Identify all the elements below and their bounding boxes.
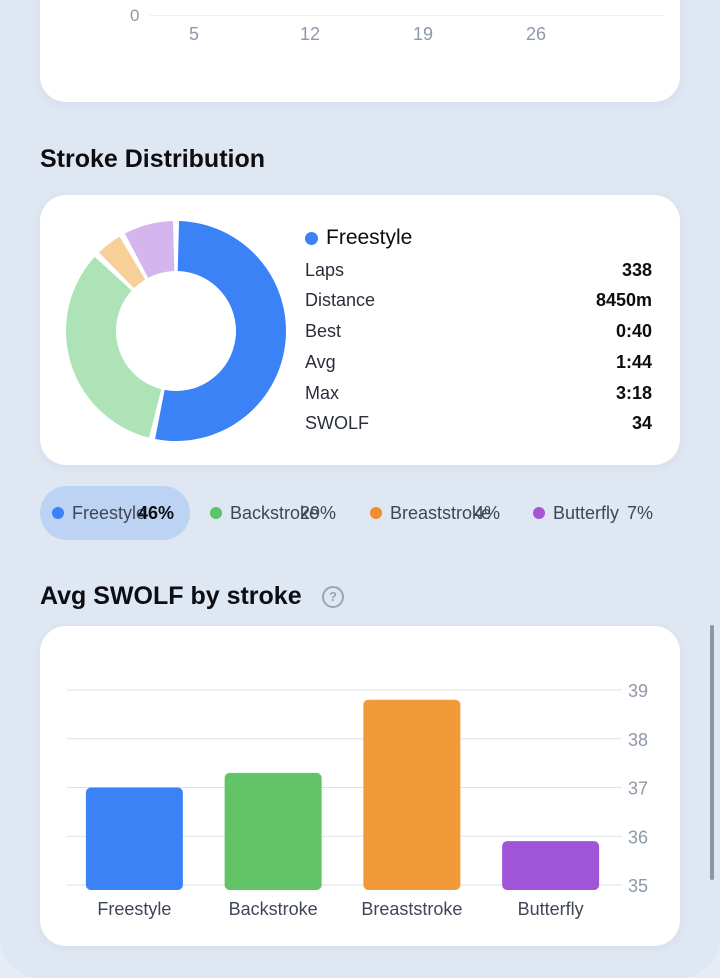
legend-name: Breaststroke — [390, 503, 492, 523]
stat-label: Laps — [305, 260, 345, 280]
x-category-label: Freestyle — [97, 899, 171, 919]
stat-label: Distance — [305, 290, 376, 310]
donut-slice-backstroke[interactable] — [66, 256, 162, 438]
x-tick-label: 5 — [188, 24, 200, 44]
x-tick-label: 12 — [299, 24, 321, 44]
stat-label: Max — [305, 383, 340, 403]
scrollbar[interactable] — [710, 625, 714, 880]
legend-chip-breaststroke[interactable]: Breaststroke 4% — [370, 486, 510, 540]
x-tick-label: 19 — [412, 24, 434, 44]
bar-breaststroke[interactable] — [363, 699, 461, 890]
y-tick-label: 38 — [628, 730, 648, 750]
y-tick-label: 35 — [628, 876, 648, 896]
stat-row-avg: Avg 1:44 — [305, 352, 652, 373]
legend-chip-butterfly[interactable]: Butterfly 7% — [533, 486, 673, 540]
legend-chip-freestyle[interactable]: Freestyle 46% — [40, 486, 190, 540]
question-mark-icon[interactable]: ? — [322, 586, 344, 608]
y-tick-label: 37 — [628, 779, 648, 799]
stroke-donut-chart[interactable] — [62, 217, 290, 445]
legend-dot — [370, 507, 382, 519]
y-axis-zero-label: 0 — [130, 6, 140, 25]
donut-slice-butterfly[interactable] — [124, 221, 175, 278]
legend-chip-backstroke[interactable]: Backstroke 29% — [210, 486, 350, 540]
legend-dot — [52, 507, 64, 519]
stroke-distribution-title: Stroke Distribution — [40, 145, 266, 173]
legend-name: Freestyle — [72, 503, 147, 523]
stat-row-laps: Laps 338 — [305, 260, 652, 281]
avg-swolf-card — [40, 626, 680, 946]
x-category-label: Backstroke — [229, 899, 318, 919]
legend-name: Backstroke — [230, 503, 320, 523]
y-tick-label: 36 — [628, 827, 648, 847]
bar-backstroke[interactable] — [224, 772, 322, 890]
legend-percent: 29% — [300, 502, 337, 523]
legend-dot — [533, 507, 545, 519]
stat-label: SWOLF — [305, 413, 370, 433]
selected-stroke-name: Freestyle — [326, 226, 413, 249]
stat-value: 34 — [631, 413, 652, 433]
donut-slice-breaststroke[interactable] — [98, 236, 146, 289]
donut-slice-freestyle[interactable] — [155, 221, 287, 441]
chart-baseline — [150, 15, 664, 16]
stat-label: Avg — [305, 352, 336, 372]
stat-row-max: Max 3:18 — [305, 383, 652, 404]
legend-percent: 4% — [474, 502, 501, 523]
selected-stroke-dot — [305, 231, 318, 245]
legend-percent: 7% — [627, 502, 654, 523]
stat-value: 3:18 — [615, 383, 652, 403]
legend-name: Butterfly — [553, 503, 620, 523]
legend-percent: 46% — [138, 502, 175, 523]
y-tick-label: 39 — [628, 681, 648, 701]
daily-chart-card: 0 5 12 19 26 — [40, 0, 680, 102]
avg-swolf-title: Avg SWOLF by stroke — [40, 582, 302, 610]
stat-value: 1:44 — [615, 352, 652, 372]
selected-stroke-header: Freestyle — [305, 226, 412, 250]
avg-swolf-bar-chart: 35 36 37 38 39 Freestyle Backstroke Breaststrok… — [67, 681, 648, 919]
stat-value: 0:40 — [615, 321, 652, 341]
x-category-label: Butterfly — [518, 899, 584, 919]
legend-dot — [210, 507, 222, 519]
stat-label: Best — [305, 321, 342, 341]
stat-row-distance: Distance 8450m — [305, 290, 652, 311]
stat-row-swolf: SWOLF 34 — [305, 413, 652, 434]
bar-butterfly[interactable] — [502, 841, 600, 890]
stat-value: 8450m — [595, 290, 652, 310]
bar-freestyle[interactable] — [85, 787, 183, 891]
x-category-label: Breaststroke — [361, 899, 462, 919]
stat-value: 338 — [621, 260, 652, 280]
x-tick-label: 26 — [525, 24, 547, 44]
stat-row-best: Best 0:40 — [305, 321, 652, 342]
